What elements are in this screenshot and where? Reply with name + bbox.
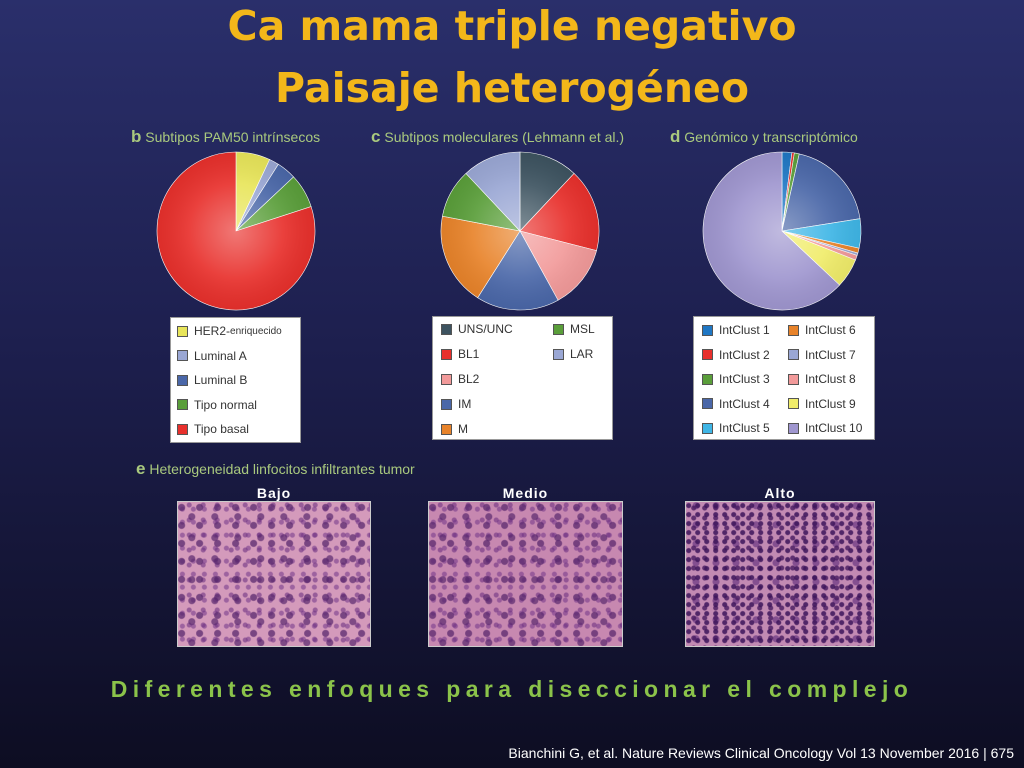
legend-item-tipo-basal: Tipo basal: [177, 422, 249, 436]
legend-swatch: [702, 349, 713, 360]
legend-item-intclust-2: IntClust 2: [702, 348, 770, 362]
legend-label: IntClust 9: [805, 396, 856, 411]
legend-item-intclust-6: IntClust 6: [788, 323, 856, 337]
pie-shading: [703, 152, 861, 310]
legend-label: LAR: [570, 347, 594, 361]
legend-label: Luminal B: [194, 373, 248, 387]
legend-item-intclust-7: IntClust 7: [788, 348, 856, 362]
legend-item-intclust-9: IntClust 9: [788, 397, 856, 411]
legend-swatch: [702, 422, 713, 434]
legend-swatch: [441, 373, 452, 385]
lehmann-legend: UNS/UNC BL1 BL2 IM M MSL LAR: [432, 316, 613, 440]
legend-swatch: [788, 349, 799, 360]
legend-swatch: [177, 374, 188, 386]
pie-shading: [157, 152, 315, 310]
legend-label: Luminal A: [194, 348, 247, 363]
legend-item-intclust-1: IntClust 1: [702, 323, 770, 337]
legend-label: MSL: [570, 322, 595, 336]
legend-item-intclust-4: IntClust 4: [702, 397, 770, 411]
legend-item-bl2: BL2: [441, 372, 479, 386]
histology-label-low: Bajo: [256, 485, 292, 501]
legend-label: BL1: [458, 347, 480, 361]
legend-label: IntClust 6: [805, 323, 856, 337]
legend-swatch: [177, 350, 188, 361]
legend-label: IntClust 3: [719, 372, 770, 386]
panel-e-label: e Heterogeneidad linfocitos infiltrantes…: [136, 459, 415, 479]
legend-swatch: [788, 373, 799, 385]
legend-swatch: [702, 398, 713, 409]
tagline: Diferentes enfoques para diseccionar el …: [110, 676, 914, 702]
legend-swatch: [788, 324, 799, 336]
legend-item-intclust-8: IntClust 8: [788, 372, 856, 386]
panel-c-text: Subtipos moleculares (Lehmann et al.): [384, 129, 625, 145]
panel-c-letter: c: [371, 127, 381, 146]
pam50-legend: HER2- enriquecido Luminal A Luminal B Tipo n…: [170, 317, 301, 443]
legend-item-her2-enriquecido: HER2- enriquecido: [177, 324, 282, 338]
legend-label: HER2-: [194, 324, 231, 338]
pam50-pie-chart: [156, 151, 316, 311]
legend-swatch: [702, 324, 713, 336]
legend-swatch: [177, 325, 188, 337]
legend-label: IntClust 2: [719, 347, 770, 362]
legend-label: IntClust 7: [805, 347, 856, 362]
legend-label: IntClust 10: [805, 421, 863, 435]
legend-item-intclust-3: IntClust 3: [702, 372, 770, 386]
histology-label-medium: Medio: [502, 485, 549, 501]
citation: Bianchini G, et al. Nature Reviews Clini…: [508, 745, 1014, 761]
panel-b-text: Subtipos PAM50 intrínsecos: [145, 129, 321, 145]
legend-item-m: M: [441, 422, 468, 436]
histology-label-high: Alto: [764, 485, 796, 501]
legend-label: IntClust 8: [805, 372, 856, 386]
legend-label: Tipo normal: [194, 397, 257, 412]
panel-e-letter: e: [136, 459, 146, 478]
legend-swatch: [788, 422, 799, 434]
legend-swatch: [553, 348, 564, 360]
legend-swatch: [441, 398, 452, 410]
panel-b-letter: b: [131, 127, 142, 146]
lehmann-pie-chart: [440, 151, 600, 311]
legend-item-lar: LAR: [553, 347, 593, 361]
panel-d-label: d Genómico y transcriptómico: [670, 127, 858, 147]
title-line-1: Ca mama triple negativo: [227, 2, 797, 50]
histology-image-medium: [428, 501, 623, 647]
legend-swatch: [177, 399, 188, 410]
legend-label: IntClust 1: [719, 323, 770, 337]
intclust-pie-chart: [702, 151, 862, 311]
legend-label: BL2: [458, 372, 480, 386]
legend-item-luminal-a: Luminal A: [177, 349, 247, 363]
legend-swatch: [441, 423, 452, 435]
legend-item-intclust-5: IntClust 5: [702, 421, 770, 435]
legend-item-luminal-b: Luminal B: [177, 373, 247, 387]
legend-item-bl1: BL1: [441, 347, 479, 361]
legend-swatch: [177, 423, 188, 435]
title-line-2: Paisaje heterogéneo: [275, 64, 749, 112]
legend-swatch: [788, 398, 799, 409]
legend-swatch: [441, 323, 452, 335]
legend-item-im: IM: [441, 397, 471, 411]
legend-swatch: [702, 373, 713, 385]
legend-item-tipo-normal: Tipo normal: [177, 398, 257, 412]
panel-d-text: Genómico y transcriptómico: [684, 129, 858, 145]
panel-d-letter: d: [670, 127, 681, 146]
legend-label: Tipo basal: [194, 422, 249, 436]
panel-e-text: Heterogeneidad linfocitos infiltrantes t…: [149, 461, 415, 477]
histology-image-low: [177, 501, 371, 647]
legend-swatch: [553, 323, 564, 335]
legend-item-uns-unc: UNS/UNC: [441, 322, 513, 336]
legend-label: IntClust 5: [719, 421, 770, 435]
panel-c-label: c Subtipos moleculares (Lehmann et al.): [371, 127, 624, 147]
pie-shading: [441, 152, 599, 310]
legend-sublabel: enriquecido: [230, 325, 282, 337]
panel-b-label: b Subtipos PAM50 intrínsecos: [131, 127, 320, 147]
legend-label: UNS/UNC: [458, 322, 513, 336]
intclust-legend: IntClust 1 IntClust 2 IntClust 3 IntClust 4…: [693, 316, 875, 440]
legend-item-msl: MSL: [553, 322, 595, 336]
legend-label: IntClust 4: [719, 396, 770, 411]
legend-label: M: [458, 422, 468, 436]
legend-item-intclust-10: IntClust 10: [788, 421, 862, 435]
legend-label: IM: [458, 397, 472, 411]
legend-swatch: [441, 348, 452, 360]
histology-image-high: [685, 501, 875, 647]
